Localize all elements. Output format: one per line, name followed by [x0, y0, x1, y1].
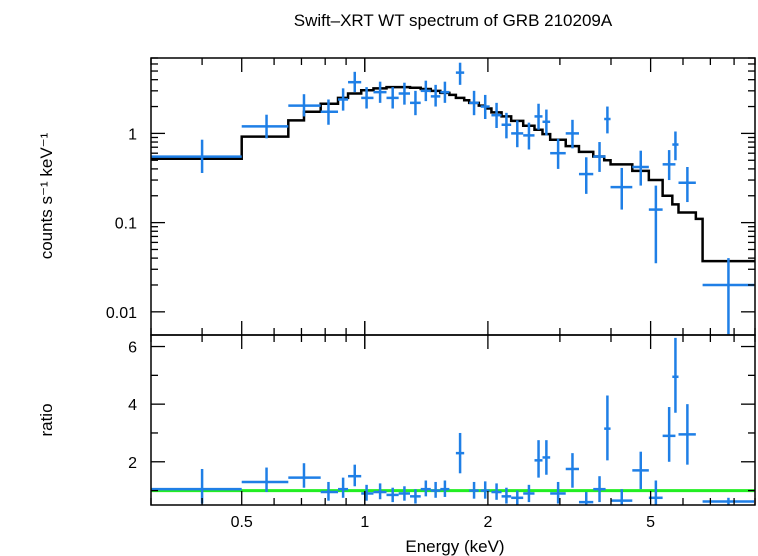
spectrum-point-28: [610, 167, 633, 210]
ratio-point-2: [288, 463, 321, 488]
spectrum-point-16: [480, 94, 490, 120]
spectrum-point-6: [361, 87, 374, 109]
spectrum-point-11: [420, 80, 431, 102]
spectrum-point-4: [338, 88, 349, 111]
ratio-ticks: 2 4 6: [128, 335, 756, 505]
spectrum-point-32: [672, 131, 679, 161]
ratio-point-29: [632, 451, 649, 490]
ratio-point-7: [373, 483, 387, 500]
spectrum-point-21: [534, 103, 543, 130]
spectrum-point-10: [410, 90, 421, 116]
spectrum-y-axis-label: counts s⁻¹ keV⁻¹: [37, 132, 56, 259]
ratio-point-27: [604, 395, 611, 461]
spectrum-ticks: 0.01 0.1 1: [106, 57, 756, 335]
ratio-point-34: [702, 497, 755, 505]
ratio-point-12: [430, 481, 441, 498]
ratio-frame: [150, 334, 756, 506]
spectrum-point-24: [565, 119, 579, 149]
spectrum-point-33: [678, 167, 696, 203]
ratio-y-tick-label: 4: [128, 397, 137, 414]
ratio-y-tick-label: 6: [128, 340, 137, 357]
spectrum-point-22: [542, 109, 551, 136]
spectrum-point-26: [593, 142, 606, 172]
ratio-point-32: [672, 337, 679, 413]
spectrum-point-9: [398, 82, 411, 105]
spectrum-point-18: [501, 112, 512, 139]
ratio-point-18: [501, 487, 512, 504]
ratio-point-1: [241, 467, 289, 493]
spectrum-point-27: [604, 106, 611, 134]
ratio-y-axis-label: ratio: [37, 403, 56, 436]
spectrum-y-tick-label: 0.01: [106, 305, 137, 322]
spectrum-point-15: [469, 90, 479, 116]
spectrum-point-19: [511, 120, 524, 148]
ratio-data-points: [151, 337, 755, 505]
ratio-point-28: [610, 489, 633, 505]
ratio-point-16: [480, 481, 490, 499]
spectrum-point-8: [386, 87, 399, 109]
spectrum-point-7: [373, 81, 387, 103]
ratio-point-5: [348, 464, 362, 487]
ratio-point-25: [578, 492, 594, 505]
chart-title: Swift–XRT WT spectrum of GRB 210209A: [294, 11, 613, 30]
ratio-point-31: [662, 407, 676, 462]
spectrum-panel: 0.01 0.1 1 counts s⁻¹ keV⁻¹: [37, 57, 756, 336]
spectrum-point-25: [578, 157, 594, 194]
ratio-point-26: [593, 476, 606, 503]
spectrum-y-tick-label: 1: [128, 126, 137, 143]
ratio-point-8: [386, 487, 399, 503]
spectrum-point-5: [348, 71, 362, 93]
ratio-point-17: [491, 483, 502, 500]
ratio-point-10: [410, 489, 421, 504]
spectrum-point-12: [430, 84, 441, 107]
x-tick-label: 0.5: [231, 514, 253, 531]
x-tick-label: 2: [483, 514, 492, 531]
ratio-point-21: [534, 440, 543, 478]
ratio-point-20: [523, 484, 535, 503]
model-step-line: [151, 85, 755, 263]
spectrum-point-17: [491, 102, 502, 128]
ratio-y-tick-label: 2: [128, 455, 137, 472]
spectrum-point-34: [702, 258, 755, 335]
ratio-point-6: [361, 484, 374, 501]
ratio-point-3: [320, 481, 339, 501]
ratio-panel: 2 4 6 ratio: [37, 334, 756, 506]
ratio-point-19: [511, 490, 524, 505]
ratio-point-22: [542, 440, 551, 475]
spectrum-point-13: [440, 81, 450, 103]
ratio-point-9: [398, 486, 411, 501]
model-step-curve: [151, 85, 755, 263]
ratio-point-15: [469, 481, 479, 499]
spectrum-point-20: [523, 122, 535, 150]
x-tick-labels: 0.5 1 2 5: [231, 514, 656, 531]
ratio-point-14: [455, 432, 465, 474]
spectrum-point-0: [151, 139, 242, 173]
spectrum-data-points: [151, 62, 755, 335]
spectrum-y-tick-label: 0.1: [115, 216, 137, 233]
ratio-point-4: [338, 477, 349, 498]
spectrum-point-2: [288, 94, 321, 117]
ratio-point-24: [565, 453, 579, 488]
ratio-point-33: [678, 404, 696, 465]
spectrum-point-1: [241, 114, 289, 139]
ratio-point-13: [440, 480, 450, 497]
x-axis-label: Energy (keV): [405, 537, 504, 556]
spectrum-point-23: [550, 138, 566, 169]
spectrum-point-3: [320, 99, 339, 125]
spectrum-point-30: [648, 185, 663, 264]
spectrum-point-14: [455, 62, 465, 85]
ratio-point-23: [550, 481, 566, 504]
ratio-point-11: [420, 480, 431, 497]
spectrum-point-29: [632, 150, 649, 186]
spectrum-point-31: [662, 150, 676, 181]
x-tick-label: 1: [360, 514, 369, 531]
x-tick-label: 5: [646, 514, 655, 531]
ratio-point-0: [151, 468, 242, 504]
